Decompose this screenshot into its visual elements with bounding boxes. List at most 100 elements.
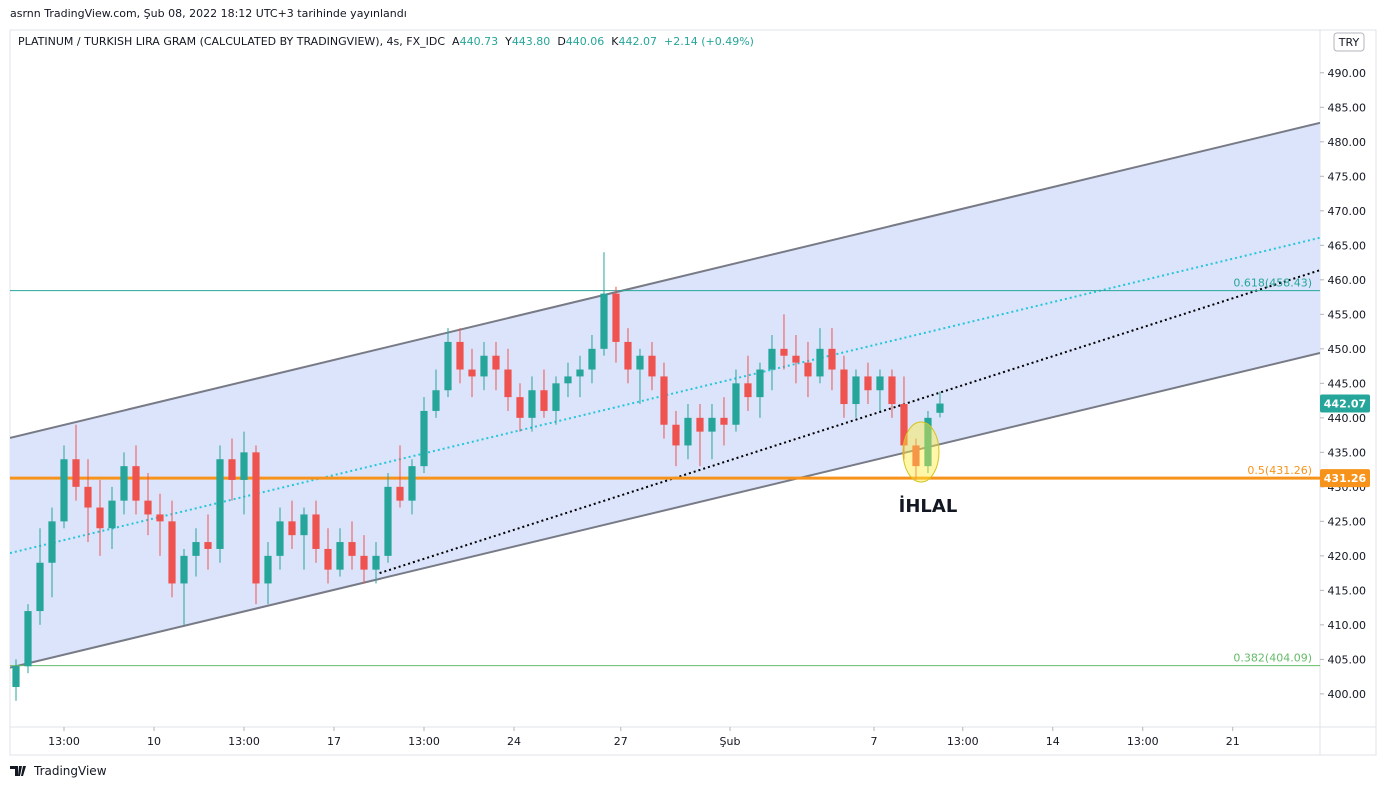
candle-body	[840, 369, 848, 405]
ohlc-value: 442.07	[618, 35, 658, 48]
candle-body	[756, 369, 764, 398]
y-tick-label: 455.00	[1328, 308, 1367, 321]
chart: 0.618(458.43) 0.5(431.26) 0.382(404.09) 400…	[9, 29, 1377, 756]
x-tick-label: 13:00	[48, 735, 80, 748]
candle-body	[696, 417, 704, 432]
candle-body	[936, 403, 944, 413]
candle-body	[168, 521, 176, 584]
ohlc-label: A	[452, 35, 460, 48]
fib-label: 0.382(404.09)	[1233, 652, 1312, 665]
candle-body	[108, 500, 116, 529]
candle-body	[420, 410, 428, 467]
candle-body	[564, 376, 572, 384]
candle-body	[72, 459, 80, 487]
candle-body	[192, 542, 200, 556]
candle-body	[36, 562, 44, 612]
candle-body	[288, 521, 296, 536]
candle-body	[924, 417, 932, 467]
candle-body	[96, 507, 104, 529]
candle-body	[312, 514, 320, 549]
candle-body	[264, 555, 272, 584]
brand: TradingView	[34, 764, 107, 778]
x-tick-label: 27	[614, 735, 628, 748]
candle-body	[816, 348, 824, 377]
y-tick-label: 425.00	[1328, 515, 1367, 528]
annotation: İHLAL	[899, 495, 958, 517]
candle-body	[336, 542, 344, 570]
candle-body	[588, 348, 596, 370]
ohlc-label: D	[557, 35, 566, 48]
price-tag-label: 431.26	[1324, 472, 1367, 485]
candle-body	[792, 355, 800, 363]
candle-body	[600, 293, 608, 349]
ohlc-label: K	[611, 35, 619, 48]
candle-body	[300, 514, 308, 536]
y-tick-label: 475.00	[1328, 170, 1367, 183]
y-tick-label: 435.00	[1328, 446, 1367, 459]
fib-label: 0.618(458.43)	[1233, 277, 1312, 290]
ohlc-value: 440.73	[459, 35, 499, 48]
candle-body	[900, 404, 908, 446]
y-tick-label: 450.00	[1328, 343, 1367, 356]
symbol: PLATINUM / TURKISH LIRA GRAM (CALCULATED…	[18, 35, 446, 48]
x-tick-label: Şub	[720, 735, 741, 748]
candle-body	[828, 348, 836, 370]
x-tick-label: 13:00	[1127, 735, 1159, 748]
candle-body	[252, 452, 260, 584]
candle-body	[672, 424, 680, 446]
candle-body	[684, 417, 692, 446]
price-tag-label: 442.07	[1324, 398, 1366, 411]
y-tick-label: 420.00	[1328, 550, 1367, 563]
x-tick-label: 24	[507, 735, 521, 748]
candle-body	[576, 369, 584, 377]
candle-body	[276, 521, 284, 556]
y-tick-label: 465.00	[1328, 239, 1367, 252]
candle-body	[804, 362, 812, 377]
candle-body	[348, 542, 356, 556]
candle-body	[708, 417, 716, 432]
candle-body	[396, 486, 404, 501]
candle-body	[648, 355, 656, 377]
candle-body	[216, 459, 224, 549]
candle-body	[156, 514, 164, 522]
candle-body	[432, 390, 440, 411]
highlight-ellipse	[902, 421, 940, 483]
currency-badge[interactable]	[1333, 32, 1365, 52]
candle-body	[720, 417, 728, 425]
x-tick-label: 14	[1046, 735, 1060, 748]
candle-body	[204, 542, 212, 549]
candle-body	[144, 500, 152, 515]
price-tag	[1320, 469, 1370, 488]
candle-body	[324, 548, 332, 570]
candle-body	[876, 376, 884, 391]
candle-body	[372, 555, 380, 570]
candle-body	[912, 445, 920, 467]
ohlc-value: 440.06	[565, 35, 605, 48]
y-tick-label: 460.00	[1328, 274, 1367, 287]
price-tag	[1320, 394, 1370, 413]
ohlc-value: 443.80	[511, 35, 551, 48]
candle-body	[408, 466, 416, 501]
channel-line	[10, 351, 1320, 669]
candle-body	[60, 459, 68, 522]
x-tick-label: 10	[147, 735, 161, 748]
y-tick-label: 405.00	[1328, 653, 1367, 666]
legend: PLATINUM / TURKISH LIRA GRAM (CALCULATED…	[18, 35, 754, 48]
candle-body	[360, 555, 368, 570]
candle-body	[240, 452, 248, 480]
footer: TradingView	[10, 764, 107, 778]
published-note: asrnn TradingView.com, Şub 08, 2022 18:1…	[10, 7, 407, 20]
y-tick-label: 400.00	[1328, 688, 1367, 701]
candle-body	[516, 397, 524, 418]
candle-body	[180, 555, 188, 584]
fib-label: 0.5(431.26)	[1247, 464, 1312, 477]
candle-body	[636, 355, 644, 370]
candle-body	[84, 486, 92, 508]
candle-body	[468, 369, 476, 377]
candle-body	[780, 348, 788, 356]
y-tick-label: 445.00	[1328, 377, 1367, 390]
x-tick-label: 13:00	[947, 735, 979, 748]
candle-body	[132, 466, 140, 501]
candle-body	[660, 376, 668, 425]
y-tick-label: 415.00	[1328, 584, 1367, 597]
